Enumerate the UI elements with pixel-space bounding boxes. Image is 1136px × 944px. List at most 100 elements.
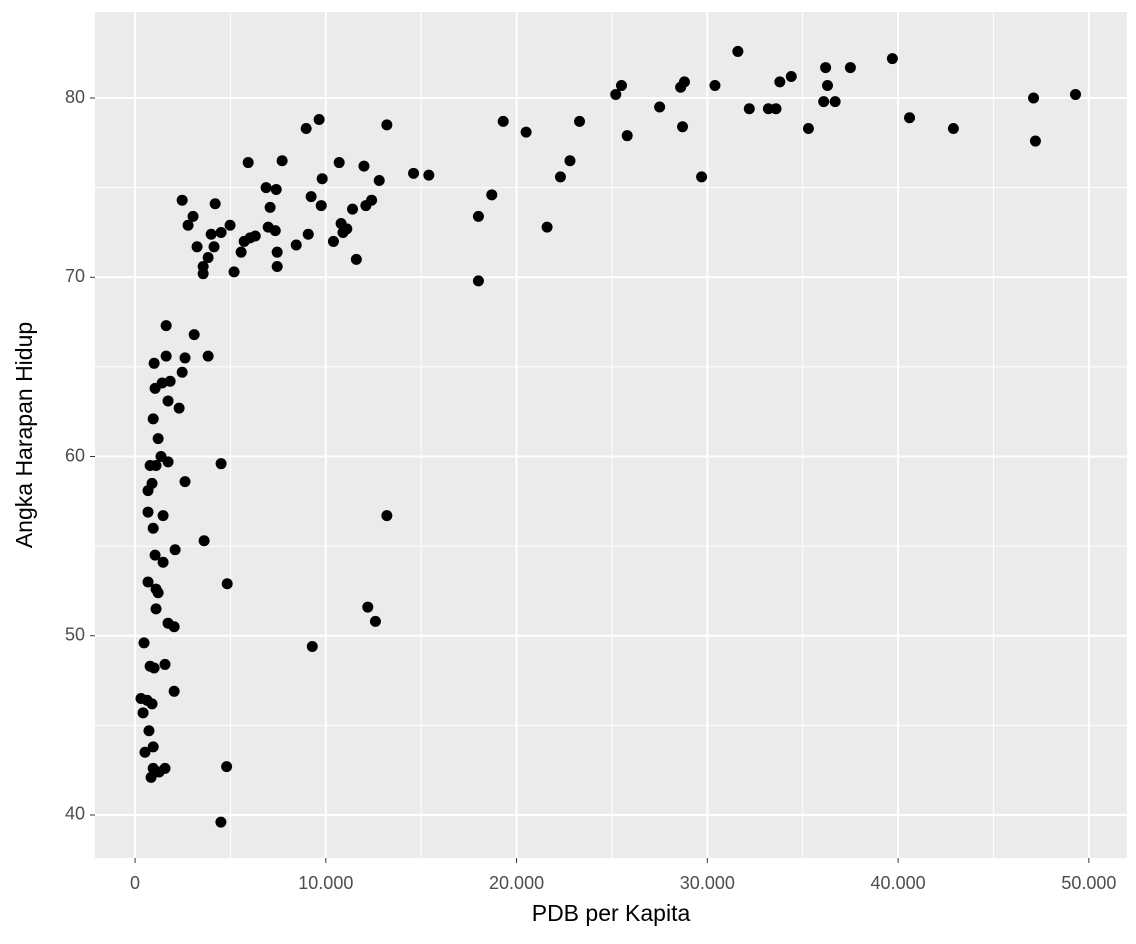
point [137,707,149,719]
point [179,352,191,364]
point [146,477,158,489]
point [341,223,353,235]
point [709,79,721,91]
point [381,510,393,522]
point [271,246,283,258]
point [215,458,227,470]
point [155,451,167,463]
point [145,771,157,783]
point [202,252,214,264]
point [143,725,155,737]
point [159,762,171,774]
point [300,123,312,135]
point [173,402,185,414]
y-axis-title: Angka Harapan Hidup [11,322,37,548]
point [350,253,362,265]
point [472,210,484,222]
point [621,130,633,142]
y-tick-label: 70 [65,266,85,286]
panel [95,12,1127,858]
point [209,198,221,210]
point [904,112,916,124]
point [242,157,254,169]
point [677,121,689,133]
point [408,167,420,179]
point [886,53,898,65]
point [333,157,345,169]
point [564,155,576,167]
point [197,261,209,273]
point [176,194,188,206]
grid [95,12,1127,858]
point [150,603,162,615]
point [157,556,169,568]
point [358,160,370,172]
point [822,79,834,91]
point [149,549,161,561]
point [187,210,199,222]
point [362,601,374,613]
point [164,375,176,387]
point [520,126,532,138]
point [302,228,314,240]
point [743,103,755,115]
point [678,76,690,88]
y-tick-label: 40 [65,804,85,824]
point [1029,135,1041,147]
y-tick-label: 60 [65,445,85,465]
point [152,433,164,445]
point [157,510,169,522]
point [142,576,154,588]
point [179,476,191,488]
point [369,615,381,627]
point [160,350,172,362]
point [191,241,203,253]
point [276,155,288,167]
point [221,578,233,590]
point [610,88,622,100]
point [160,320,172,332]
point [147,522,159,534]
point [162,395,174,407]
point [316,173,328,185]
point [844,62,856,74]
x-axis-title: PDB per Kapita [532,900,691,926]
point [208,241,220,253]
point [271,261,283,273]
point [785,71,797,83]
point [148,357,160,369]
point [205,228,217,240]
point [262,221,274,233]
point [168,685,180,697]
x-tick-label: 10.000 [298,873,353,893]
point [497,115,509,127]
point [188,329,200,341]
point [947,123,959,135]
point [373,174,385,186]
point [654,101,666,113]
point [182,219,194,231]
point [829,96,841,108]
point [554,171,566,183]
point [198,535,210,547]
point [774,76,786,88]
point [541,221,553,233]
point [270,183,282,195]
point [147,413,159,425]
point [315,200,327,212]
point [472,275,484,287]
point [142,506,154,518]
point [486,189,498,201]
point [235,246,247,258]
point [802,123,814,135]
point [264,201,276,213]
point [147,741,159,753]
y-tick-label: 50 [65,624,85,644]
point [176,366,188,378]
point [306,641,318,652]
point [168,621,180,633]
point [150,583,162,595]
x-tick-label: 0 [130,873,140,893]
